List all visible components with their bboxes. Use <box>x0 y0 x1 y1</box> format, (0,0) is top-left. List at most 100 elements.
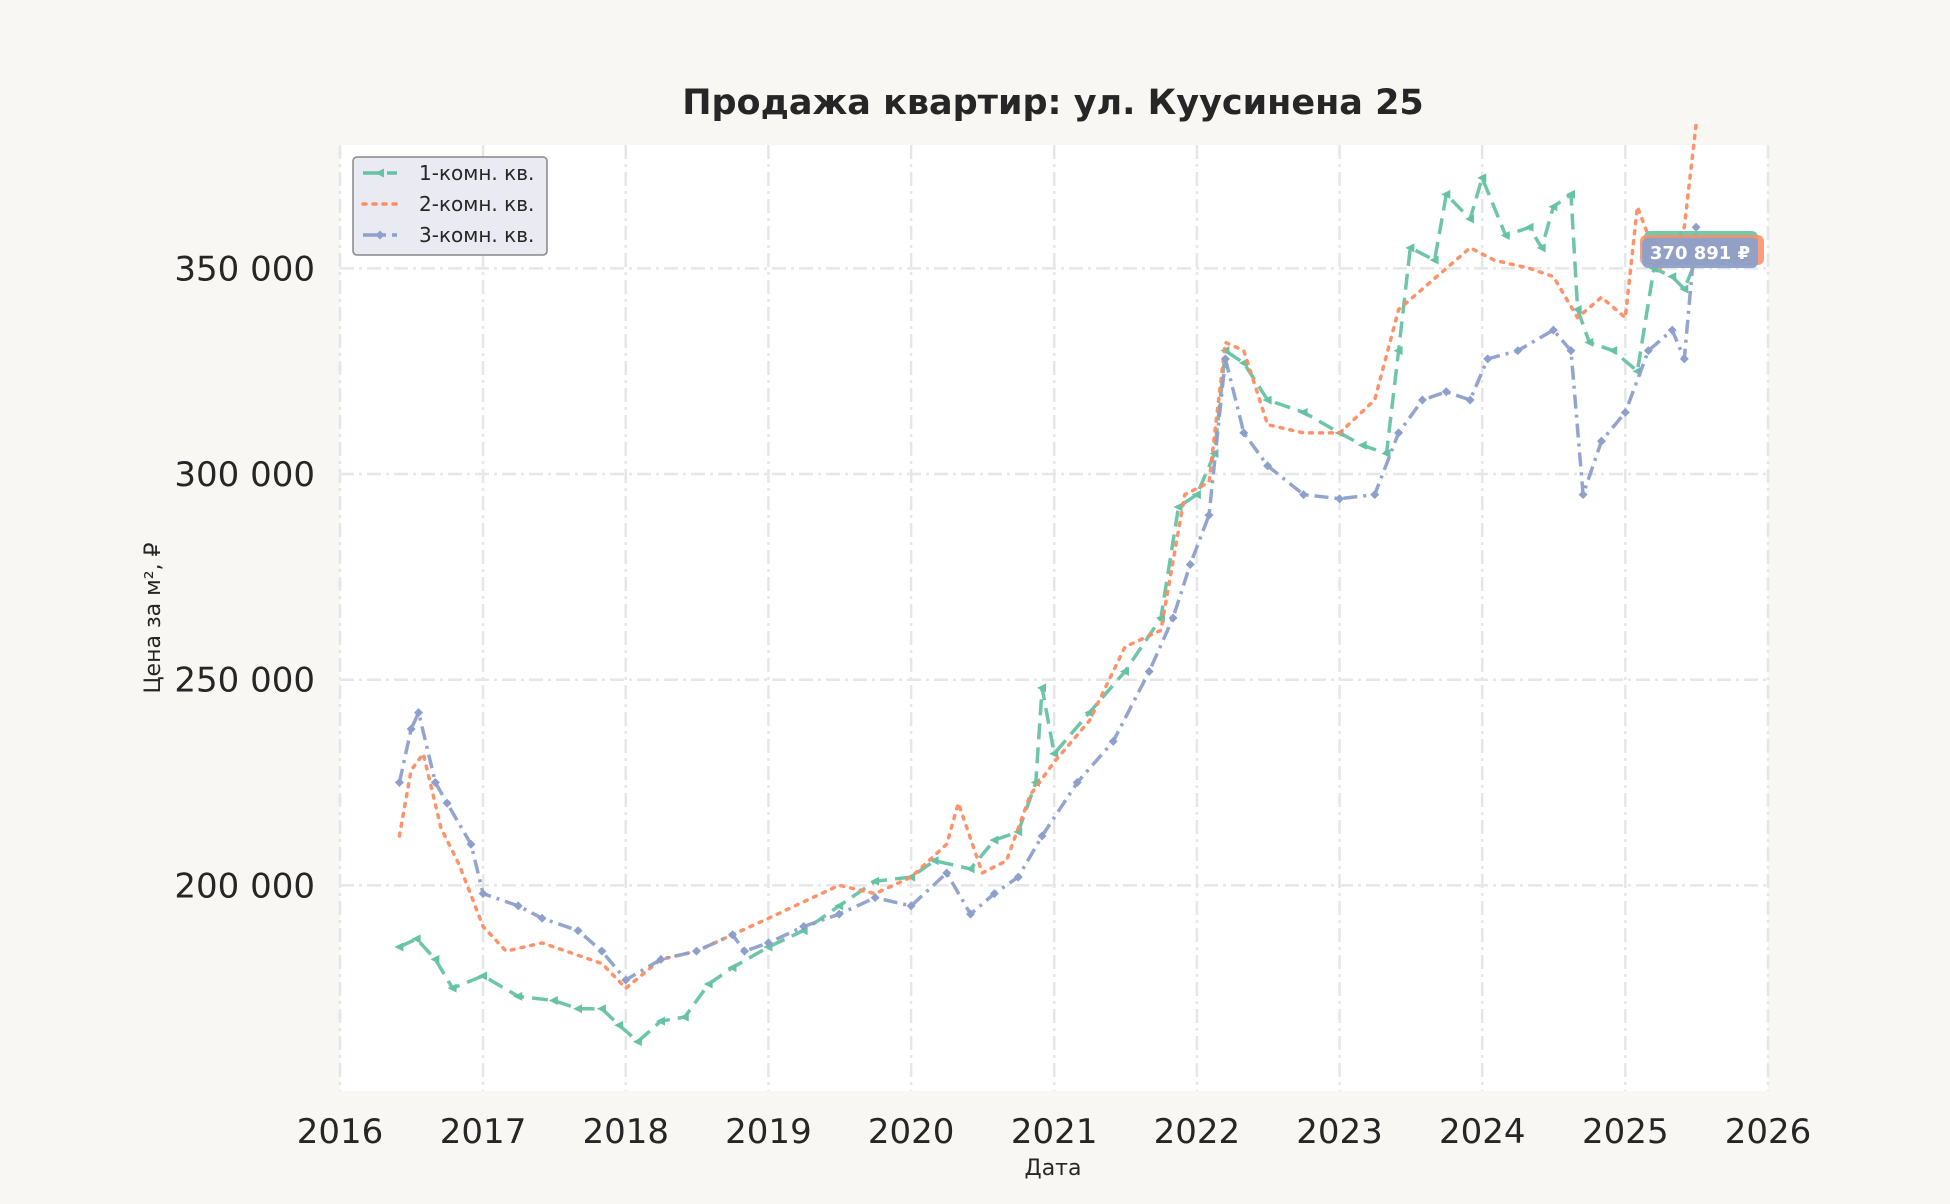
series-1-point <box>1013 827 1023 837</box>
chart-title: Продажа квартир: ул. Куусинена 25 <box>682 83 1424 123</box>
series-3-point <box>1620 407 1630 417</box>
legend: 1-комн. кв. 2-комн. кв. 3-комн. кв. <box>352 156 548 256</box>
series-3-point <box>513 901 523 911</box>
series-3-point <box>906 901 916 911</box>
series-3-point <box>1185 560 1195 570</box>
series-3-point <box>870 893 880 903</box>
series-3-point <box>1168 613 1178 623</box>
series-3-point <box>430 778 440 788</box>
series-3-point <box>375 230 385 240</box>
series-layer <box>394 122 1701 1047</box>
series-3-point <box>966 909 976 919</box>
series-1-point <box>1429 255 1439 265</box>
series-1-point <box>1298 407 1308 417</box>
series-1-point <box>430 954 440 964</box>
x-tick-label: 2022 <box>1154 1112 1241 1152</box>
series-1-point <box>655 1016 665 1026</box>
y-tick-label: 350 000 <box>174 249 315 289</box>
series-3-point <box>1013 872 1023 882</box>
series-1-point <box>1584 337 1594 347</box>
series-2-line <box>397 122 1698 990</box>
legend-box <box>352 156 548 256</box>
series-3-point <box>1204 510 1214 520</box>
series-3-point <box>1108 736 1118 746</box>
series-3-point <box>1465 395 1475 405</box>
series-1-point <box>1049 749 1059 759</box>
series-1-point <box>1084 708 1094 718</box>
series-1-point <box>834 901 844 911</box>
x-tick-label: 2021 <box>1011 1112 1098 1152</box>
x-tick-label: 2018 <box>582 1112 669 1152</box>
series-3-point <box>1370 490 1380 500</box>
series-1-point <box>394 942 404 952</box>
series-1-point <box>870 876 880 886</box>
series-3-point <box>406 724 416 734</box>
series-1-point <box>727 963 737 973</box>
series-3-point <box>537 913 547 923</box>
series-1-point <box>965 864 975 874</box>
series-3-point <box>1299 490 1309 500</box>
y-tick-label: 200 000 <box>174 866 315 906</box>
series-3-point <box>989 889 999 899</box>
legend-label: 1-комн. кв. <box>419 161 534 185</box>
series-1-point <box>1548 202 1558 212</box>
x-tick-label: 2019 <box>725 1112 812 1152</box>
series-3-point <box>1037 831 1047 841</box>
x-axis-label: Дата <box>1025 1156 1082 1181</box>
series-3-point <box>1220 354 1230 364</box>
series-3-point <box>1643 346 1653 356</box>
series-1-point <box>679 1012 689 1022</box>
series-3-point <box>573 926 583 936</box>
series-3-point <box>1667 325 1677 335</box>
x-tick-label: 2017 <box>440 1112 527 1152</box>
series-1-point <box>411 934 421 944</box>
series-1-point <box>703 979 713 989</box>
series-3-point <box>763 938 773 948</box>
series-3-point <box>1417 395 1427 405</box>
series-1-point <box>596 1004 606 1014</box>
series-1-point <box>1262 395 1272 405</box>
series-3-point <box>692 946 702 956</box>
series-1-point <box>614 1020 624 1030</box>
series-3-point <box>1441 387 1451 397</box>
series-1-point <box>929 856 939 866</box>
y-tick-label: 250 000 <box>174 661 315 701</box>
series-1-point <box>632 1037 642 1047</box>
series-1-point <box>1405 243 1415 253</box>
series-1-point <box>513 991 523 1001</box>
series-1-point <box>1037 683 1047 693</box>
series-3-point <box>1566 346 1576 356</box>
x-tick-label: 2025 <box>1582 1112 1669 1152</box>
x-axis: 2016 2017 2018 2019 2020 2021 2022 2023 2024 2025… <box>297 1112 1812 1152</box>
series-3-point <box>656 954 666 964</box>
series-1-point <box>989 835 999 845</box>
end-label-text: 370 891 ₽ <box>1650 243 1750 264</box>
series-1-point <box>1565 189 1575 199</box>
legend-item-2: 2-комн. кв. <box>361 192 534 216</box>
legend-label: 3-комн. кв. <box>419 223 534 247</box>
x-tick-label: 2016 <box>297 1112 384 1152</box>
series-3-point <box>442 798 452 808</box>
series-3-point <box>1335 494 1345 504</box>
series-3-point <box>466 839 476 849</box>
series-1-point <box>1381 448 1391 458</box>
series-3-point <box>727 930 737 940</box>
y-tick-label: 300 000 <box>174 455 315 495</box>
x-tick-label: 2020 <box>868 1112 955 1152</box>
series-1-point <box>1441 189 1451 199</box>
series-3-point <box>1072 778 1082 788</box>
series-3-point <box>1144 666 1154 676</box>
series-1-point <box>1357 440 1367 450</box>
legend-item-1: 1-комн. кв. <box>363 161 534 185</box>
series-1-point <box>1679 284 1689 294</box>
y-axis-label: Цена за м², ₽ <box>141 542 166 693</box>
series-3-point <box>942 868 952 878</box>
series-3-point <box>1263 461 1273 471</box>
series-1-point <box>1572 305 1582 315</box>
series-3-point <box>1578 490 1588 500</box>
series-1-point <box>1191 490 1201 500</box>
series-1-point <box>1465 214 1475 224</box>
series-3-point <box>1394 428 1404 438</box>
